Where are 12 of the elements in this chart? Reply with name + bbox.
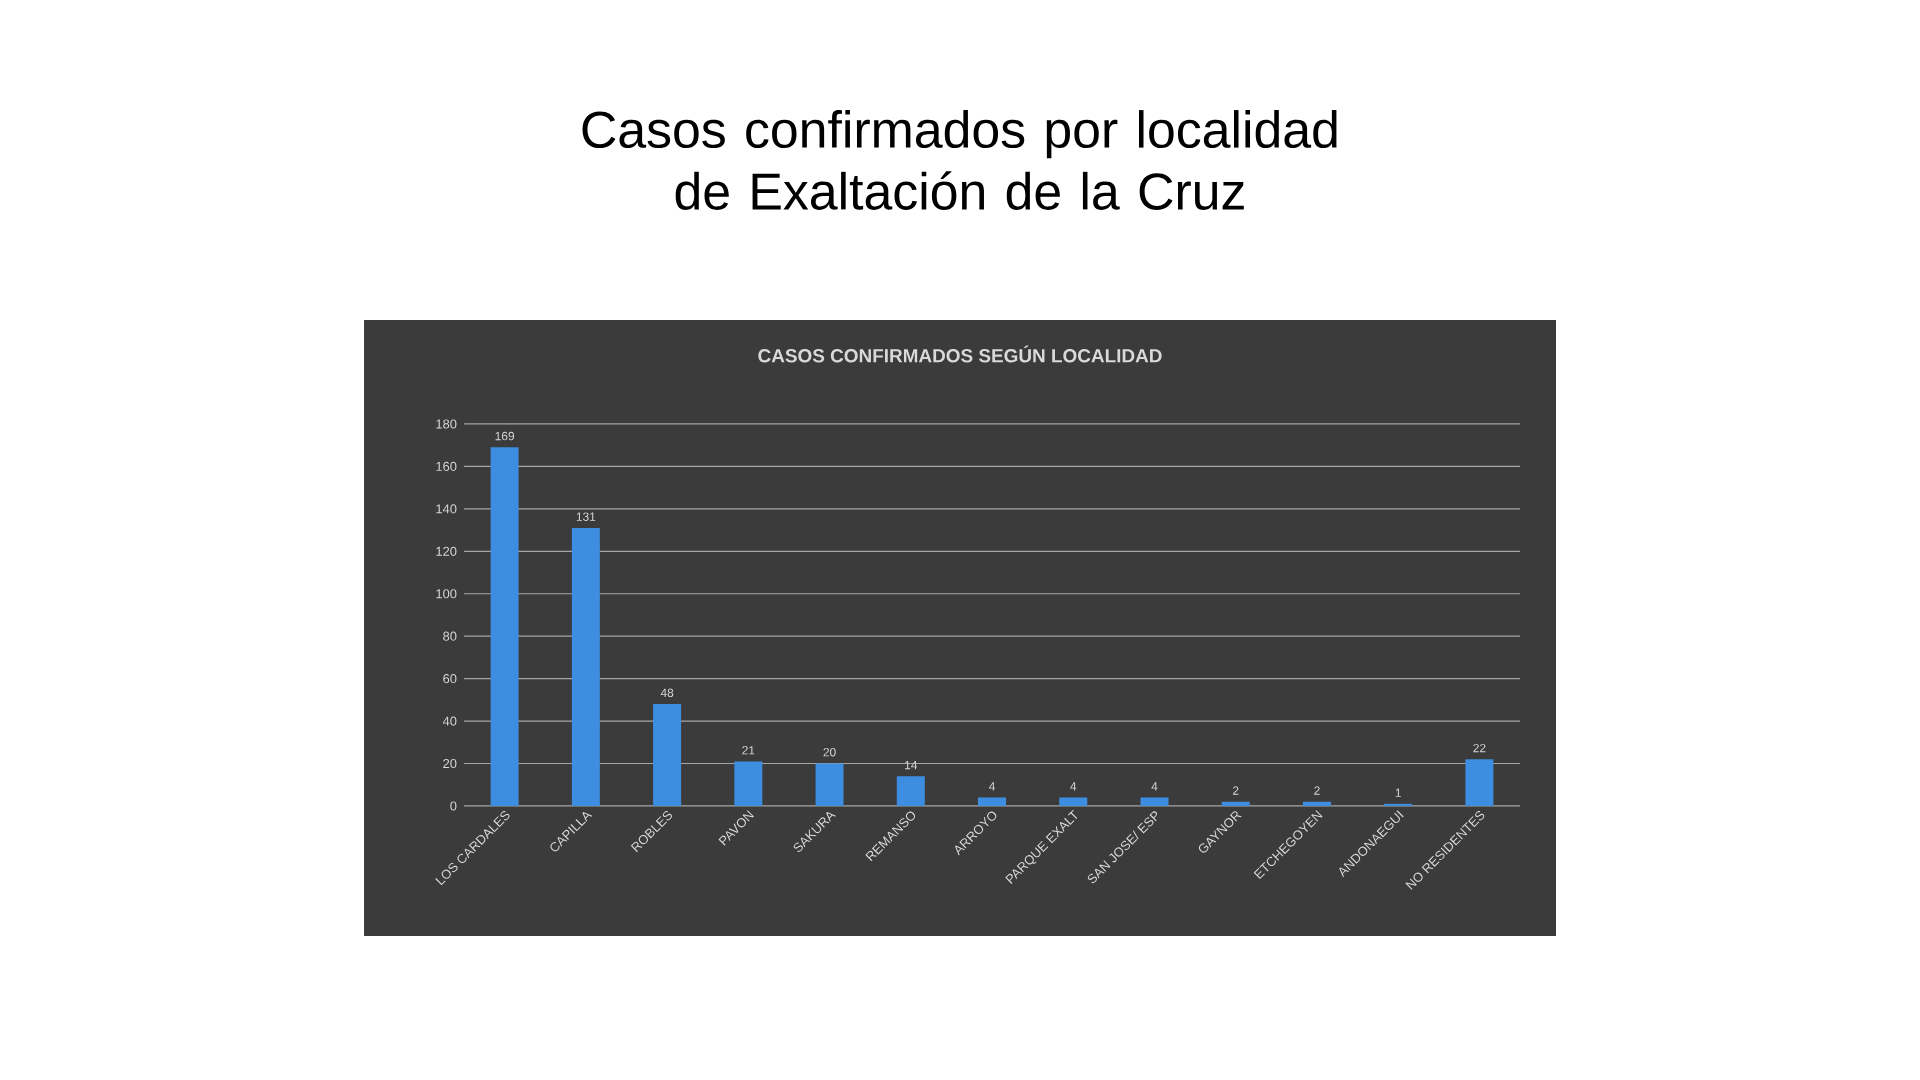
bar [1140,797,1169,806]
bar [896,776,925,806]
bar [815,763,844,806]
bar [1059,797,1088,806]
bar [490,447,519,806]
chart-subtitle: CASOS CONFIRMADOS SEGÚN LOCALIDAD [758,345,1162,363]
bar [571,527,600,806]
bar [734,761,763,806]
bar [653,704,682,806]
bar [1465,759,1494,806]
chart-title: Casos confirmados por localidad de Exaltación de la Cruz [582,110,1337,210]
bar [978,797,1007,806]
